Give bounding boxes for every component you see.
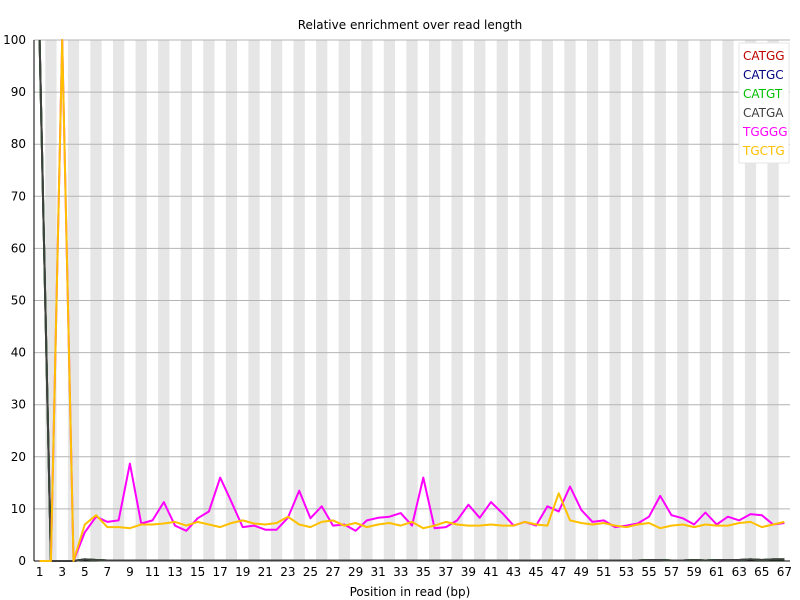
y-tick-label-0: 0 [18,554,26,568]
x-tick-label-3: 3 [58,565,66,579]
x-tick-label-49: 49 [574,565,589,579]
y-tick-label-60: 60 [11,241,26,255]
series-line-tgctg [39,39,785,562]
x-tick-label-63: 63 [732,565,747,579]
x-tick-label-37: 37 [438,565,453,579]
y-tick-label-10: 10 [11,502,26,516]
y-tick-label-80: 80 [11,137,26,151]
legend-box [738,42,790,164]
x-tick-label-65: 65 [754,565,769,579]
x-tick-label-45: 45 [528,565,543,579]
legend-entry-catgc: CATGC [743,68,784,82]
x-tick-label-55: 55 [641,565,656,579]
x-tick-label-7: 7 [104,565,112,579]
x-tick-label-5: 5 [81,565,89,579]
x-tick-label-15: 15 [190,565,205,579]
x-tick-label-31: 31 [371,565,386,579]
series-lines [38,39,785,562]
legend-entry-catga: CATGA [743,106,784,120]
x-tick-label-53: 53 [619,565,634,579]
y-tick-label-20: 20 [11,450,26,464]
y-tick-label-50: 50 [11,294,26,308]
x-tick-label-23: 23 [280,565,295,579]
y-tick-label-100: 100 [3,33,26,47]
legend-entry-catgg: CATGG [743,49,785,63]
x-tick-label-61: 61 [709,565,724,579]
x-tick-label-21: 21 [258,565,273,579]
legend-entry-tgctg: TGCTG [742,144,785,158]
x-tick-label-27: 27 [325,565,340,579]
x-tick-label-51: 51 [596,565,611,579]
y-tick-label-40: 40 [11,346,26,360]
y-tick-label-70: 70 [11,189,26,203]
x-tick-label-67: 67 [777,565,792,579]
legend-entry-catgt: CATGT [743,87,783,101]
x-tick-label-25: 25 [303,565,318,579]
x-tick-label-19: 19 [235,565,250,579]
horizontal-gridlines [34,39,790,562]
x-tick-label-47: 47 [551,565,566,579]
x-tick-label-9: 9 [126,565,134,579]
series-line-catga [38,39,785,562]
y-tick-labels: 0 10 20 30 40 50 60 70 80 90 100 [3,33,26,568]
x-tick-labels: 1 3 5 7 9 11 13 15 17 19 21 23 25 27 29 31 33 35 37 39 41 43 4… [36,565,792,579]
x-axis-title: Position in read (bp) [350,585,471,599]
x-tick-label-17: 17 [213,565,228,579]
x-tick-label-1: 1 [36,565,44,579]
legend-entry-tgggg: TGGGG [742,125,788,139]
x-tick-label-59: 59 [686,565,701,579]
x-tick-label-57: 57 [664,565,679,579]
series-line-tgggg [39,39,785,562]
chart-title: Relative enrichment over read length [298,18,523,32]
x-tick-label-43: 43 [506,565,521,579]
x-tick-label-41: 41 [483,565,498,579]
x-tick-label-11: 11 [145,565,160,579]
x-tick-label-35: 35 [416,565,431,579]
legend: CATGG CATGC CATGT CATGA TGGGG TGCTG [738,42,790,164]
x-tick-label-33: 33 [393,565,408,579]
y-tick-label-30: 30 [11,398,26,412]
x-tick-label-13: 13 [167,565,182,579]
y-tick-label-90: 90 [11,85,26,99]
x-tick-label-29: 29 [348,565,363,579]
x-tick-label-39: 39 [461,565,476,579]
